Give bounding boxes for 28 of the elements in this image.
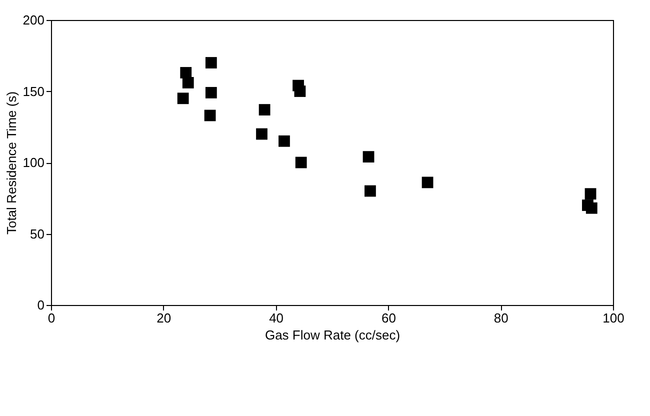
y-tick-label: 0 — [37, 298, 44, 312]
point — [586, 202, 598, 214]
x-tick-label: 80 — [494, 310, 508, 326]
y-tick-label: 200 — [22, 12, 44, 28]
point — [278, 135, 290, 147]
x-tick-label: 60 — [381, 310, 396, 326]
point — [294, 86, 306, 97]
point — [205, 57, 217, 68]
x-tick-label: 0 — [48, 310, 56, 326]
point — [364, 185, 376, 197]
point — [256, 128, 268, 140]
point — [177, 92, 189, 104]
x-tick-label: 100 — [602, 310, 624, 326]
point — [584, 188, 596, 200]
y-axis-title: Total Residence Time (s) — [4, 91, 19, 235]
point — [258, 104, 270, 116]
point — [182, 77, 194, 88]
point — [422, 176, 434, 188]
point — [205, 86, 217, 98]
point — [362, 151, 374, 162]
point — [295, 156, 307, 168]
x-tick-label: 20 — [156, 310, 172, 326]
point — [204, 110, 216, 122]
x-axis-title: Gas Flow Rate (cc/sec) — [264, 328, 400, 342]
y-tick-label: 100 — [22, 155, 44, 170]
x-tick-label: 40 — [269, 310, 284, 326]
y-tick-label: 50 — [30, 226, 44, 242]
y-tick-label: 150 — [22, 84, 44, 99]
